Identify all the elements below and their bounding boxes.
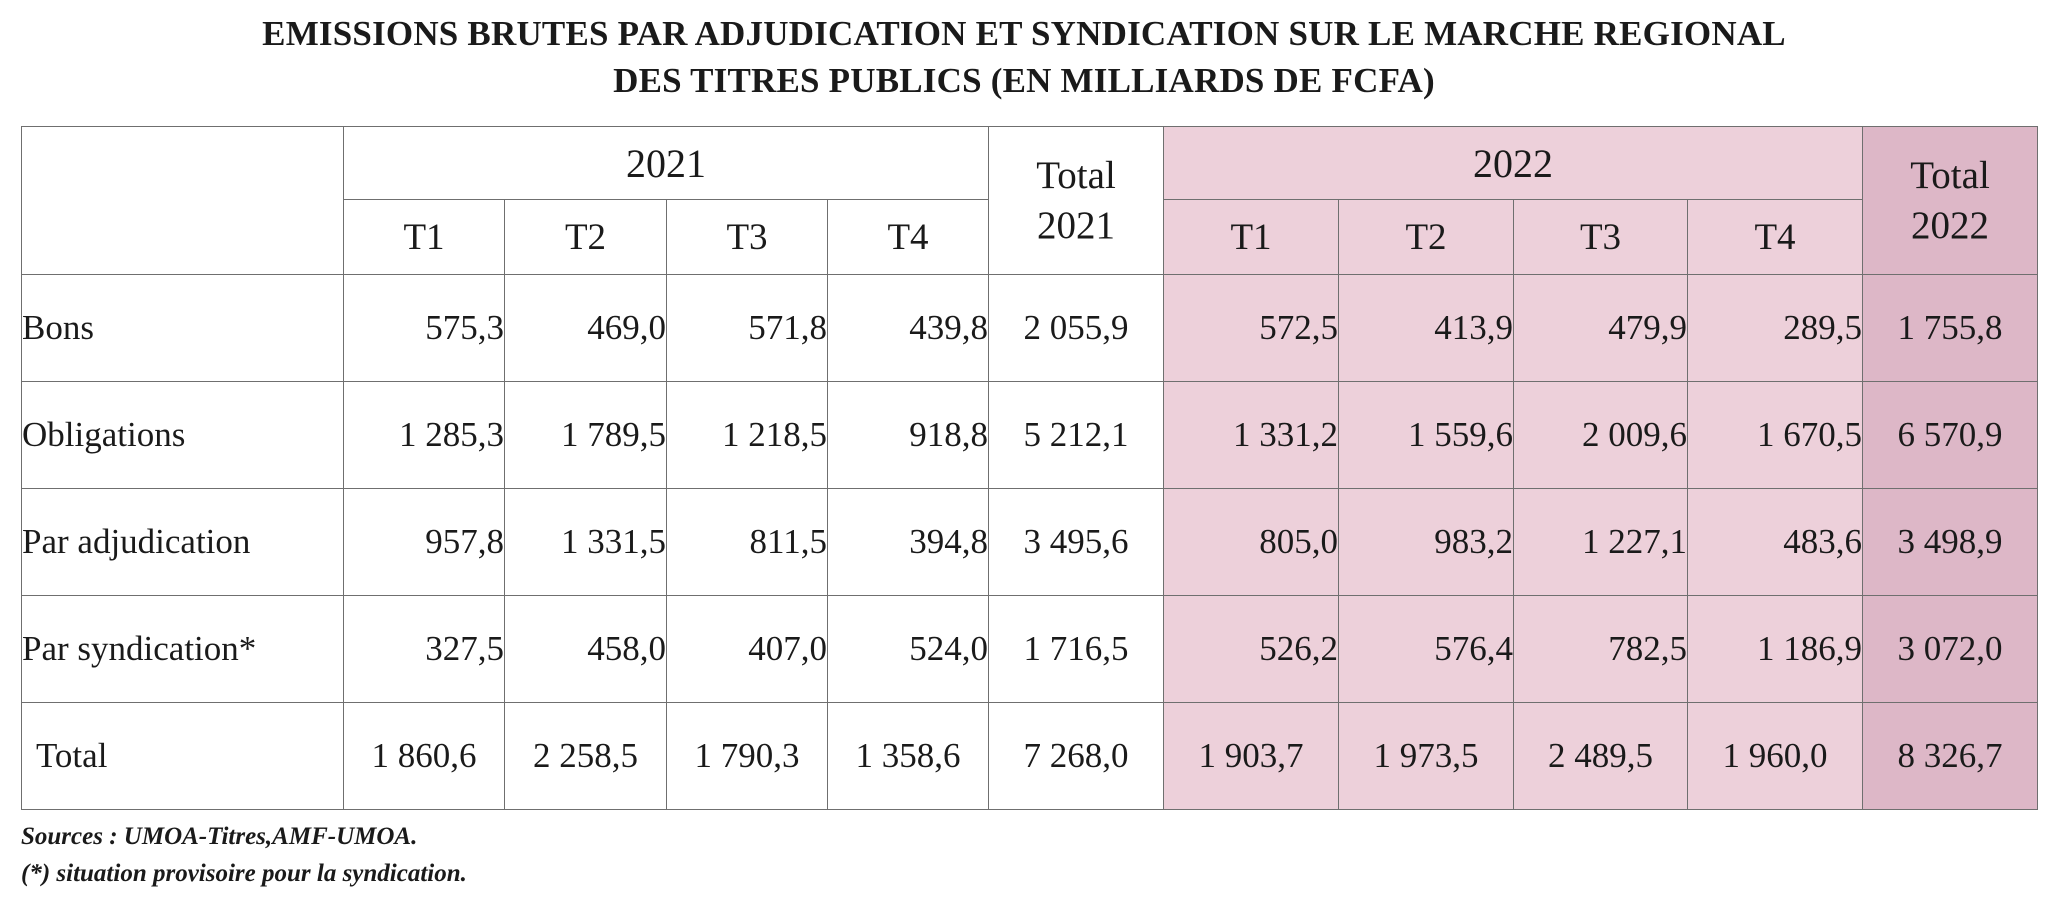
total-2022-year: 2022: [1911, 203, 1989, 247]
table-cell-total-2022: 6 570,9: [1862, 381, 2038, 489]
quarter-header-2021-t2: T2: [504, 199, 667, 275]
page-title: EMISSIONS BRUTES PAR ADJUDICATION ET SYN…: [0, 10, 2048, 104]
table-cell: 1 227,1: [1513, 488, 1688, 596]
table-cell: 458,0: [504, 595, 667, 703]
table-cell: 1 186,9: [1687, 595, 1863, 703]
table-cell: 1 331,5: [504, 488, 667, 596]
table-row-obligations: Obligations 1 285,3 1 789,5 1 218,5 918,…: [21, 381, 2038, 489]
quarter-header-2022-t4: T4: [1687, 199, 1863, 275]
table-cell: 1 903,7: [1163, 702, 1339, 810]
table-cell: 957,8: [343, 488, 505, 596]
year-2022-header: 2022: [1163, 126, 1863, 200]
total-2022-header: Total 2022: [1862, 126, 2038, 275]
table-cell-total-2021: 3 495,6: [988, 488, 1164, 596]
row-label: Par adjudication: [21, 488, 344, 596]
row-label: Par syndication*: [21, 595, 344, 703]
table-cell: 1 790,3: [666, 702, 828, 810]
table-cell: 1 860,6: [343, 702, 505, 810]
table-cell-total-2021: 7 268,0: [988, 702, 1164, 810]
year-2021-header: 2021: [343, 126, 989, 200]
table-cell: 289,5: [1687, 274, 1863, 382]
quarter-header-2021-t1: T1: [343, 199, 505, 275]
table-cell: 526,2: [1163, 595, 1339, 703]
table-cell: 572,5: [1163, 274, 1339, 382]
table-cell: 576,4: [1338, 595, 1514, 703]
table-cell: 483,6: [1687, 488, 1863, 596]
table-cell: 439,8: [827, 274, 989, 382]
emissions-table: 2021 Total 2021 2022 Total 2022 T1 T2 T3…: [21, 126, 2038, 810]
table-cell: 524,0: [827, 595, 989, 703]
quarter-header-2022-t1: T1: [1163, 199, 1339, 275]
sources-note: Sources : UMOA-Titres,AMF-UMOA.: [21, 823, 418, 850]
header-row-years: 2021 Total 2021 2022 Total 2022: [21, 126, 2038, 275]
table-cell-total-2022: 3 498,9: [1862, 488, 2038, 596]
total-2021-header: Total 2021: [988, 126, 1164, 275]
table-row-total: Total 1 860,6 2 258,5 1 790,3 1 358,6 7 …: [21, 702, 2038, 810]
quarter-header-2021-t3: T3: [666, 199, 828, 275]
table-cell-total-2022: 8 326,7: [1862, 702, 2038, 810]
quarter-header-2022-t2: T2: [1338, 199, 1514, 275]
table-cell: 1 973,5: [1338, 702, 1514, 810]
quarter-header-2022-t3: T3: [1513, 199, 1688, 275]
quarter-header-2021-t4: T4: [827, 199, 989, 275]
table-row-par-adjudication: Par adjudication 957,8 1 331,5 811,5 394…: [21, 488, 2038, 596]
table-cell: 1 559,6: [1338, 381, 1514, 489]
table-cell: 2 489,5: [1513, 702, 1688, 810]
footnotes: Sources : UMOA-Titres,AMF-UMOA. (*) situ…: [21, 818, 467, 892]
table-cell: 1 670,5: [1687, 381, 1863, 489]
title-line-2: DES TITRES PUBLICS (EN MILLIARDS DE FCFA…: [613, 61, 1435, 100]
table-cell: 1 789,5: [504, 381, 667, 489]
total-2022-label: Total: [1910, 153, 1990, 197]
table-cell: 1 285,3: [343, 381, 505, 489]
table-cell: 2 009,6: [1513, 381, 1688, 489]
table-row-bons: Bons 575,3 469,0 571,8 439,8 2 055,9 572…: [21, 274, 2038, 382]
table-cell: 1 218,5: [666, 381, 828, 489]
title-line-1: EMISSIONS BRUTES PAR ADJUDICATION ET SYN…: [262, 14, 1786, 53]
table-cell: 1 358,6: [827, 702, 989, 810]
table-cell: 413,9: [1338, 274, 1514, 382]
table-cell: 571,8: [666, 274, 828, 382]
table-cell: 2 258,5: [504, 702, 667, 810]
table-cell-total-2021: 2 055,9: [988, 274, 1164, 382]
table-cell: 327,5: [343, 595, 505, 703]
row-label: Obligations: [21, 381, 344, 489]
table-row-par-syndication: Par syndication* 327,5 458,0 407,0 524,0…: [21, 595, 2038, 703]
table-cell-total-2022: 3 072,0: [1862, 595, 2038, 703]
corner-cell: [21, 126, 344, 275]
total-2021-label: Total: [1036, 153, 1116, 197]
table-cell: 782,5: [1513, 595, 1688, 703]
total-2021-year: 2021: [1037, 203, 1115, 247]
table-cell-total-2022: 1 755,8: [1862, 274, 2038, 382]
table-cell: 479,9: [1513, 274, 1688, 382]
table-cell: 918,8: [827, 381, 989, 489]
table-cell: 983,2: [1338, 488, 1514, 596]
table-cell: 805,0: [1163, 488, 1339, 596]
table-cell-total-2021: 1 716,5: [988, 595, 1164, 703]
table-cell: 575,3: [343, 274, 505, 382]
table-cell-total-2021: 5 212,1: [988, 381, 1164, 489]
provisional-note: (*) situation provisoire pour la syndica…: [21, 860, 467, 887]
table-cell: 407,0: [666, 595, 828, 703]
table-cell: 394,8: [827, 488, 989, 596]
table-cell: 1 960,0: [1687, 702, 1863, 810]
table-cell: 1 331,2: [1163, 381, 1339, 489]
table-cell: 811,5: [666, 488, 828, 596]
row-label: Bons: [21, 274, 344, 382]
table-cell: 469,0: [504, 274, 667, 382]
row-label: Total: [21, 702, 344, 810]
